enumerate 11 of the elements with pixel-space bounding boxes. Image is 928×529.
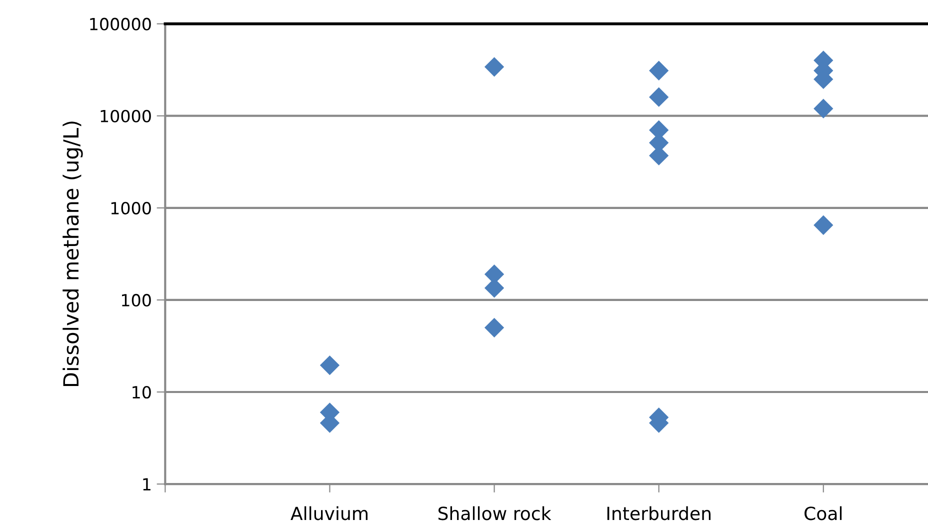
x-tick-label: Alluvium bbox=[290, 506, 368, 520]
y-tick-label: 100 bbox=[122, 294, 151, 307]
y-tick-label: 10000 bbox=[100, 110, 151, 122]
y-axis-title: Dissolved methane (ug/L) bbox=[62, 122, 83, 386]
y-tick-label: 100000 bbox=[90, 18, 151, 30]
y-tick-label: 1000 bbox=[111, 202, 151, 214]
x-tick-label: Shallow rock bbox=[438, 506, 552, 520]
x-tick-label: Interburden bbox=[607, 506, 711, 520]
y-tick-label: 1 bbox=[143, 478, 150, 490]
x-tick-label: Coal bbox=[804, 506, 842, 520]
y-tick-label: 10 bbox=[132, 386, 151, 399]
